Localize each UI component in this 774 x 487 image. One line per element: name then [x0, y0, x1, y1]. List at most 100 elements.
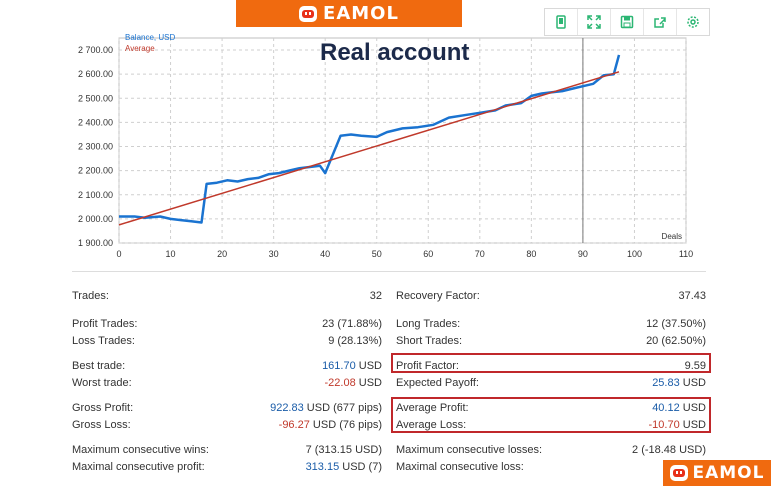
stat-label: Short Trades:	[396, 335, 463, 347]
stat-number: 7 (313.15 USD)	[305, 444, 382, 456]
y-tick-label: 2 000.00	[78, 214, 113, 224]
chart-title: Real account	[320, 39, 470, 66]
chart-canvas: 0 10 20 30 40 50 60 70 80 90 100 110 1 900.00 2 000.0…	[78, 33, 693, 259]
x-tick-label: 100	[627, 249, 642, 259]
stat-label: Long Trades:	[396, 318, 461, 330]
x-tick-label: 10	[166, 249, 176, 259]
balance-chart: 0 10 20 30 40 50 60 70 80 90 100 110 1 900.00 2 000.0…	[0, 33, 774, 264]
section-divider	[72, 271, 706, 272]
y-tick-label: 1 900.00	[78, 238, 113, 248]
x-tick-label: 30	[269, 249, 279, 259]
stat-value: 25.83 USD	[652, 377, 706, 389]
stat-label: Average Profit:	[396, 402, 469, 414]
stat-value: -22.08 USD	[325, 377, 382, 389]
stat-row: Maximum consecutive losses: 2 (-18.48 USD…	[396, 442, 706, 458]
x-axis-label: Deals	[662, 232, 682, 241]
stat-label: Maximal consecutive profit:	[72, 461, 205, 473]
stat-number: 20 (62.50%)	[646, 335, 706, 347]
fullscreen-icon[interactable]	[578, 9, 611, 35]
stat-number: 23 (71.88%)	[322, 318, 382, 330]
stat-value: 9.59	[685, 360, 706, 372]
stat-value: 23 (71.88%)	[322, 318, 382, 330]
stat-row: Best trade: 161.70 USD	[72, 358, 382, 374]
legend-balance: Balance, USD	[125, 34, 175, 42]
stat-number: -22.08	[324, 377, 356, 389]
stat-row: Maximal consecutive loss:-22.09	[396, 459, 706, 475]
x-tick-label: 50	[372, 249, 382, 259]
stat-number: 313.15	[305, 461, 340, 473]
stat-value: 9 (28.13%)	[328, 335, 382, 347]
stat-row: Maximum consecutive wins: 7 (313.15 USD)	[72, 442, 382, 458]
stat-suffix: USD	[355, 360, 382, 372]
stat-label: Gross Profit:	[72, 402, 134, 414]
brand-badge: EAMOL	[663, 460, 771, 486]
stat-label: Average Loss:	[396, 419, 467, 431]
stat-row: Average Profit: 40.12 USD	[396, 400, 706, 416]
stat-number: 12 (37.50%)	[646, 318, 706, 330]
stat-suffix: USD (677 pips)	[303, 402, 382, 414]
stat-number: -10.70	[648, 419, 680, 431]
stat-suffix: USD	[355, 377, 382, 389]
stat-label: Profit Trades:	[72, 318, 138, 330]
stat-row: Long Trades: 12 (37.50%)	[396, 316, 706, 332]
stat-value: 7 (313.15 USD)	[306, 444, 382, 456]
stat-label: Recovery Factor:	[396, 290, 480, 302]
brand-name: EAMOL	[692, 463, 765, 483]
stat-number: 922.83	[270, 402, 304, 414]
stat-label: Best trade:	[72, 360, 126, 372]
share-icon[interactable]	[644, 9, 677, 35]
stat-number: 2 (-18.48 USD)	[632, 444, 706, 456]
settings-icon[interactable]	[677, 9, 709, 35]
stat-value: 313.15 USD (7)	[306, 461, 382, 473]
stat-row: Expected Payoff: 25.83 USD	[396, 375, 706, 391]
stat-row: Loss Trades: 9 (28.13%)	[72, 333, 382, 349]
stat-label: Maximal consecutive loss:	[396, 461, 524, 473]
stat-suffix: USD (7)	[339, 461, 382, 473]
brand-banner: EAMOL	[236, 0, 462, 27]
x-tick-label: 70	[475, 249, 485, 259]
y-tick-label: 2 200.00	[78, 166, 113, 176]
stat-value: 32	[370, 290, 382, 302]
stat-number: 25.83	[652, 377, 680, 389]
stat-label: Worst trade:	[72, 377, 132, 389]
stat-value: 2 (-18.48 USD)	[632, 444, 706, 456]
stat-label: Expected Payoff:	[396, 377, 479, 389]
stat-row: Gross Profit: 922.83 USD (677 pips)	[72, 400, 382, 416]
stat-row: Profit Factor: 9.59	[396, 358, 706, 374]
save-icon[interactable]	[611, 9, 644, 35]
profit-factor-highlight	[391, 353, 711, 373]
x-tick-label: 0	[116, 249, 121, 259]
x-tick-label: 20	[217, 249, 227, 259]
chart-toolbar	[544, 8, 710, 36]
stat-row: Trades: 32	[72, 288, 382, 304]
stat-row: Profit Trades: 23 (71.88%)	[72, 316, 382, 332]
brand-name: EAMOL	[323, 3, 399, 24]
phone-icon[interactable]	[545, 9, 578, 35]
stat-value: 12 (37.50%)	[646, 318, 706, 330]
stat-value: 37.43	[678, 290, 706, 302]
stat-suffix: USD	[679, 419, 706, 431]
stat-row: Average Loss: -10.70 USD	[396, 417, 706, 433]
stat-number: 161.70	[322, 360, 356, 372]
stat-suffix: USD	[679, 402, 706, 414]
stat-row: Short Trades: 20 (62.50%)	[396, 333, 706, 349]
stat-row: Worst trade: -22.08 USD	[72, 375, 382, 391]
y-tick-label: 2 600.00	[78, 69, 113, 79]
x-tick-label: 110	[679, 249, 693, 259]
stat-label: Loss Trades:	[72, 335, 135, 347]
x-tick-label: 80	[526, 249, 536, 259]
x-tick-label: 40	[320, 249, 330, 259]
stat-number: 37.43	[678, 290, 706, 302]
stat-number: 9.59	[684, 360, 706, 372]
legend-average: Average	[125, 44, 155, 53]
plot-frame	[118, 37, 687, 244]
stat-number: -96.27	[278, 419, 310, 431]
y-tick-label: 2 100.00	[78, 190, 113, 200]
stat-value: 20 (62.50%)	[646, 335, 706, 347]
stat-number: 9 (28.13%)	[328, 335, 382, 347]
y-tick-label: 2 400.00	[78, 117, 113, 127]
stat-row: Maximal consecutive profit: 313.15 USD (7…	[72, 459, 382, 475]
x-tick-label: 60	[423, 249, 433, 259]
stat-suffix: USD (76 pips)	[309, 419, 382, 431]
stat-label: Trades:	[72, 290, 109, 302]
